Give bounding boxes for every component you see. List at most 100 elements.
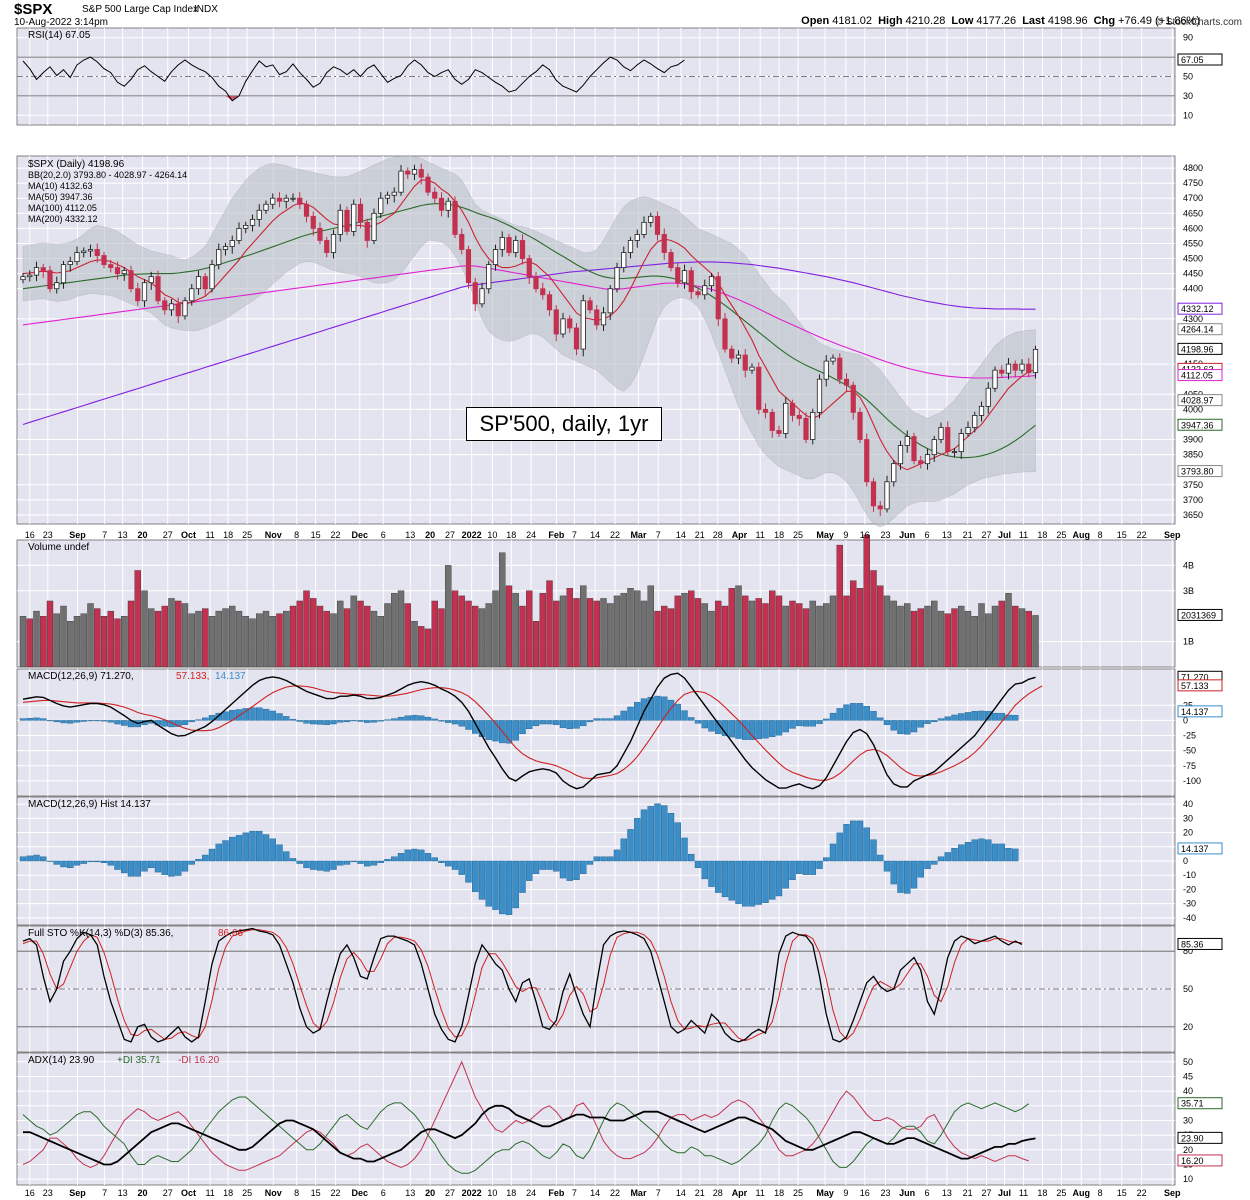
volume-bar (573, 598, 580, 668)
macd-histogram-bar (850, 703, 857, 721)
macdhist-tick-label: -20 (1183, 884, 1196, 894)
candle-down (553, 309, 559, 335)
volume-bar (937, 610, 945, 668)
volume-bar (188, 613, 195, 668)
macdhist-bar (60, 860, 67, 868)
macdhist-bar (229, 836, 236, 862)
candle-down (344, 209, 350, 232)
candle-up (648, 215, 654, 223)
macdhist-bar (87, 860, 94, 863)
macdhist-bar (202, 854, 209, 862)
x-axis-label: 2022 (462, 530, 482, 540)
macd-histogram-bar (897, 720, 904, 735)
candle-down (452, 200, 458, 235)
volume-bar (816, 605, 823, 668)
macd-histogram-bar (566, 720, 573, 729)
volume-bar (53, 613, 60, 668)
price-tick-label: 4750 (1183, 178, 1203, 188)
plus-di-line (22, 1096, 1030, 1174)
macd-histogram-bar (782, 720, 789, 733)
macdhist-bar (499, 860, 506, 915)
candle-up (600, 312, 607, 326)
candle-up (641, 221, 647, 235)
candle-up (486, 264, 492, 290)
x-axis-label: 7 (102, 1188, 107, 1198)
rsi-tick-label: 90 (1183, 33, 1193, 43)
macd-tick-label: -25 (1183, 731, 1196, 741)
adx-tag-1-box (1177, 1131, 1223, 1144)
x-axis-label: 7 (572, 1188, 577, 1198)
candle-up (607, 288, 613, 314)
macd-histogram-bar (802, 720, 810, 727)
candle-up (351, 203, 357, 232)
macd-histogram-bar (634, 702, 641, 721)
candle-up (195, 276, 202, 290)
volume-bar (343, 608, 351, 668)
macd-histogram-bar (667, 699, 675, 721)
x-axis-label: 6 (381, 530, 386, 540)
volume-bar (80, 613, 87, 668)
volume-bar (728, 588, 735, 668)
volume-bar (856, 588, 864, 668)
candle-down (303, 203, 310, 217)
volume-bar (256, 613, 263, 668)
macdhist-bar (53, 860, 60, 865)
macdhist-bar (141, 860, 148, 872)
candle-up (735, 354, 742, 359)
candle-down (459, 234, 465, 250)
volume-bar (283, 610, 290, 668)
macd-histogram-bar (620, 710, 627, 721)
x-axis-label: 20 (425, 1188, 435, 1198)
volume-bar (593, 600, 600, 668)
macd-tag-1: 57.133 (1181, 681, 1209, 691)
macdhist-bar (816, 860, 823, 869)
price-tick-label: 4400 (1183, 284, 1203, 294)
x-axis-label: 14 (676, 530, 686, 540)
macd-tick-label: -50 (1183, 746, 1196, 756)
macd-histogram-bar (269, 710, 276, 721)
volume-bar (384, 603, 391, 668)
macdhist-bar (19, 856, 27, 862)
volume-bar (971, 616, 978, 668)
candle-up (513, 240, 519, 253)
sto-last-tag: 85.36 (1181, 939, 1204, 949)
symbol: $SPX (14, 1, 53, 18)
price-tag-2: 4198.96 (1181, 344, 1214, 354)
macd-histogram-bar (654, 695, 661, 721)
candle-up (54, 282, 60, 290)
volume-bar (931, 600, 938, 668)
macdhist-bar (1005, 848, 1012, 862)
macdhist-bar (377, 860, 384, 863)
candle-down (418, 169, 424, 178)
candle-down (789, 402, 796, 416)
x-axis-label: 18 (223, 530, 233, 540)
macdhist-bar (985, 839, 992, 862)
stockcharts-logo[interactable]: © StockCharts.com (1155, 17, 1242, 28)
x-axis-label: 6 (381, 1188, 386, 1198)
macdhist-bar (775, 860, 783, 897)
macd-histogram-bar (573, 720, 580, 729)
x-axis-label: 24 (526, 530, 536, 540)
x-axis-label: 2022 (462, 1188, 482, 1198)
volume-bar (1025, 610, 1032, 668)
macd-histogram-bar (505, 720, 513, 744)
price-tick-label: 3750 (1183, 480, 1203, 490)
macd-histogram-bar (694, 720, 702, 724)
candle-up (141, 282, 148, 302)
candle-up (897, 445, 904, 465)
sto-tick-label: 50 (1183, 984, 1193, 994)
x-axis-label: 16 (25, 1188, 35, 1198)
adx-tag-0: 35.71 (1181, 1099, 1204, 1109)
candle-up (972, 415, 978, 428)
x-axis-label: 7 (572, 530, 577, 540)
macdhist-bar (269, 838, 276, 862)
volume-bar (978, 603, 985, 668)
price-tag-0-box (1177, 302, 1223, 315)
macd-histogram-bar (181, 720, 189, 725)
macd-histogram-bar (424, 716, 432, 721)
candle-up (708, 276, 715, 287)
candle-up (216, 249, 222, 265)
x-axis-label: 8 (1098, 1188, 1103, 1198)
macdhist-bar (971, 839, 978, 862)
